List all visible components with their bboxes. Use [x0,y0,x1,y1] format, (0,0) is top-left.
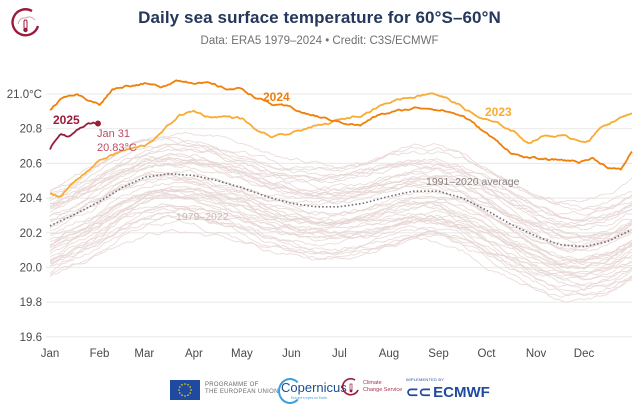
historical-year-line [49,205,633,275]
x-tick-label: Jun [282,348,301,360]
historical-year-line [49,207,633,296]
c3s-logo [8,6,42,40]
x-tick-label: Sep [428,348,448,360]
climate-change-service-thermometer-icon [11,8,40,37]
copernicus-subtitle: Europe's eyes on Earth [291,396,328,400]
eu-star [181,394,183,396]
y-tick-label: 21.0°C [7,89,42,101]
copernicus-logo: Copernicus Europe's eyes on Earth [278,378,347,404]
eu-star [189,392,191,394]
historical-year-line [49,154,633,252]
footer-logos: PROGRAMME OF THE EUROPEAN UNION Copernic… [0,376,639,404]
historical-year-line [49,188,633,264]
y-axis-ticks: 19.6 19.8 20.0 20.2 20.4 20.6 20.8 21.0°C [7,89,43,344]
eu-star [184,395,186,397]
y-tick-label: 19.6 [20,332,42,344]
historical-year-line [49,195,633,266]
y-tick-label: 20.0 [20,263,42,275]
y-tick-label: 19.8 [20,297,42,309]
eu-label-line2: THE EUROPEAN UNION [205,389,279,395]
y-tick-label: 20.4 [20,193,43,205]
eu-programme-label: PROGRAMME OF THE EUROPEAN UNION [205,382,279,396]
historical-year-line [49,211,633,287]
label-2023: 2023 [485,105,512,119]
average-line [49,173,631,248]
historical-year-line [49,158,633,238]
eu-star [190,389,192,391]
historical-year-line [49,176,633,253]
y-tick-label: 20.2 [20,228,42,240]
label-2025: 2025 [53,113,80,127]
x-tick-label: Apr [185,348,203,360]
label-2025-value: 20.83°C [97,142,137,154]
eu-star [181,384,183,386]
c3s-label-line1: Climate [363,380,382,386]
label-2025-date: Jan 31 [97,128,130,140]
x-tick-label: Mar [134,348,154,360]
endpoint-2025 [94,120,101,127]
eu-star [187,394,189,396]
historical-year-line [49,136,633,210]
x-tick-label: Jan [41,348,60,360]
ecmwf-label: ECMWF [433,384,490,401]
ecmwf-implemented-by: IMPLEMENTED BY [406,377,445,382]
x-tick-label: Feb [90,348,110,360]
ecmwf-logo: ⊂⊂ ECMWF [406,383,490,401]
label-average: 1991–2020 average [426,176,520,188]
y-tick-label: 20.6 [20,158,42,170]
eu-star [184,383,186,385]
c3s-small-logo-icon [342,378,359,396]
historical-year-line [49,143,633,211]
historical-year-line [49,153,633,231]
ecmwf-mark-icon: ⊂⊂ [406,384,432,401]
historical-year-line [50,162,633,227]
historical-year-line [49,145,633,216]
historical-year-line [49,214,633,297]
chart-title: Daily sea surface temperature for 60°S–6… [138,8,501,27]
historical-year-line [50,215,633,298]
eu-star [179,386,181,388]
x-tick-label: Nov [526,348,547,360]
x-tick-label: Jul [332,348,347,360]
historical-year-line [49,228,633,303]
historical-year-line [49,217,633,292]
historical-year-line [49,176,633,261]
label-2024: 2024 [263,90,290,104]
historical-year-line [50,187,633,270]
historical-years-lines [49,132,633,303]
c3s-label: Climate Change Service [363,380,402,393]
historical-year-line [49,207,633,286]
c3s-label-line2: Change Service [363,386,403,393]
historical-year-line [49,190,633,263]
x-axis-ticks: Jan Feb Mar Apr May Jun Jul Aug Sep Oct Nov Dec [41,348,595,360]
eu-flag-icon [170,380,200,400]
line-2024 [49,79,633,171]
eu-star [179,392,181,394]
line-2025 [49,121,99,150]
eu-label-line1: PROGRAMME OF [205,382,259,388]
chart-subtitle: Data: ERA5 1979–2024 • Credit: C3S/ECMWF [200,35,439,47]
historical-year-line [49,193,633,275]
x-tick-label: Aug [379,348,399,360]
annotations: 2025 Jan 31 20.83°C 2024 2023 1991–2020 … [53,90,520,223]
eu-star [189,386,191,388]
line-2023 [49,92,633,198]
historical-year-line [49,187,633,277]
y-tick-label: 20.8 [20,124,42,136]
x-tick-label: May [231,348,253,360]
eu-star [178,389,180,391]
label-historical: 1979–2022 [176,211,229,223]
eu-star [187,384,189,386]
x-tick-label: Dec [574,348,595,360]
historical-year-line [49,157,633,226]
historical-year-line [49,173,633,252]
sst-line-chart: 19.6 19.8 20.0 20.2 20.4 20.6 20.8 21.0°C Jan Fe… [7,79,633,360]
historical-year-line [49,181,633,249]
x-tick-label: Oct [478,348,497,360]
copernicus-arc-icon [278,378,302,404]
highlight-series [49,79,633,248]
